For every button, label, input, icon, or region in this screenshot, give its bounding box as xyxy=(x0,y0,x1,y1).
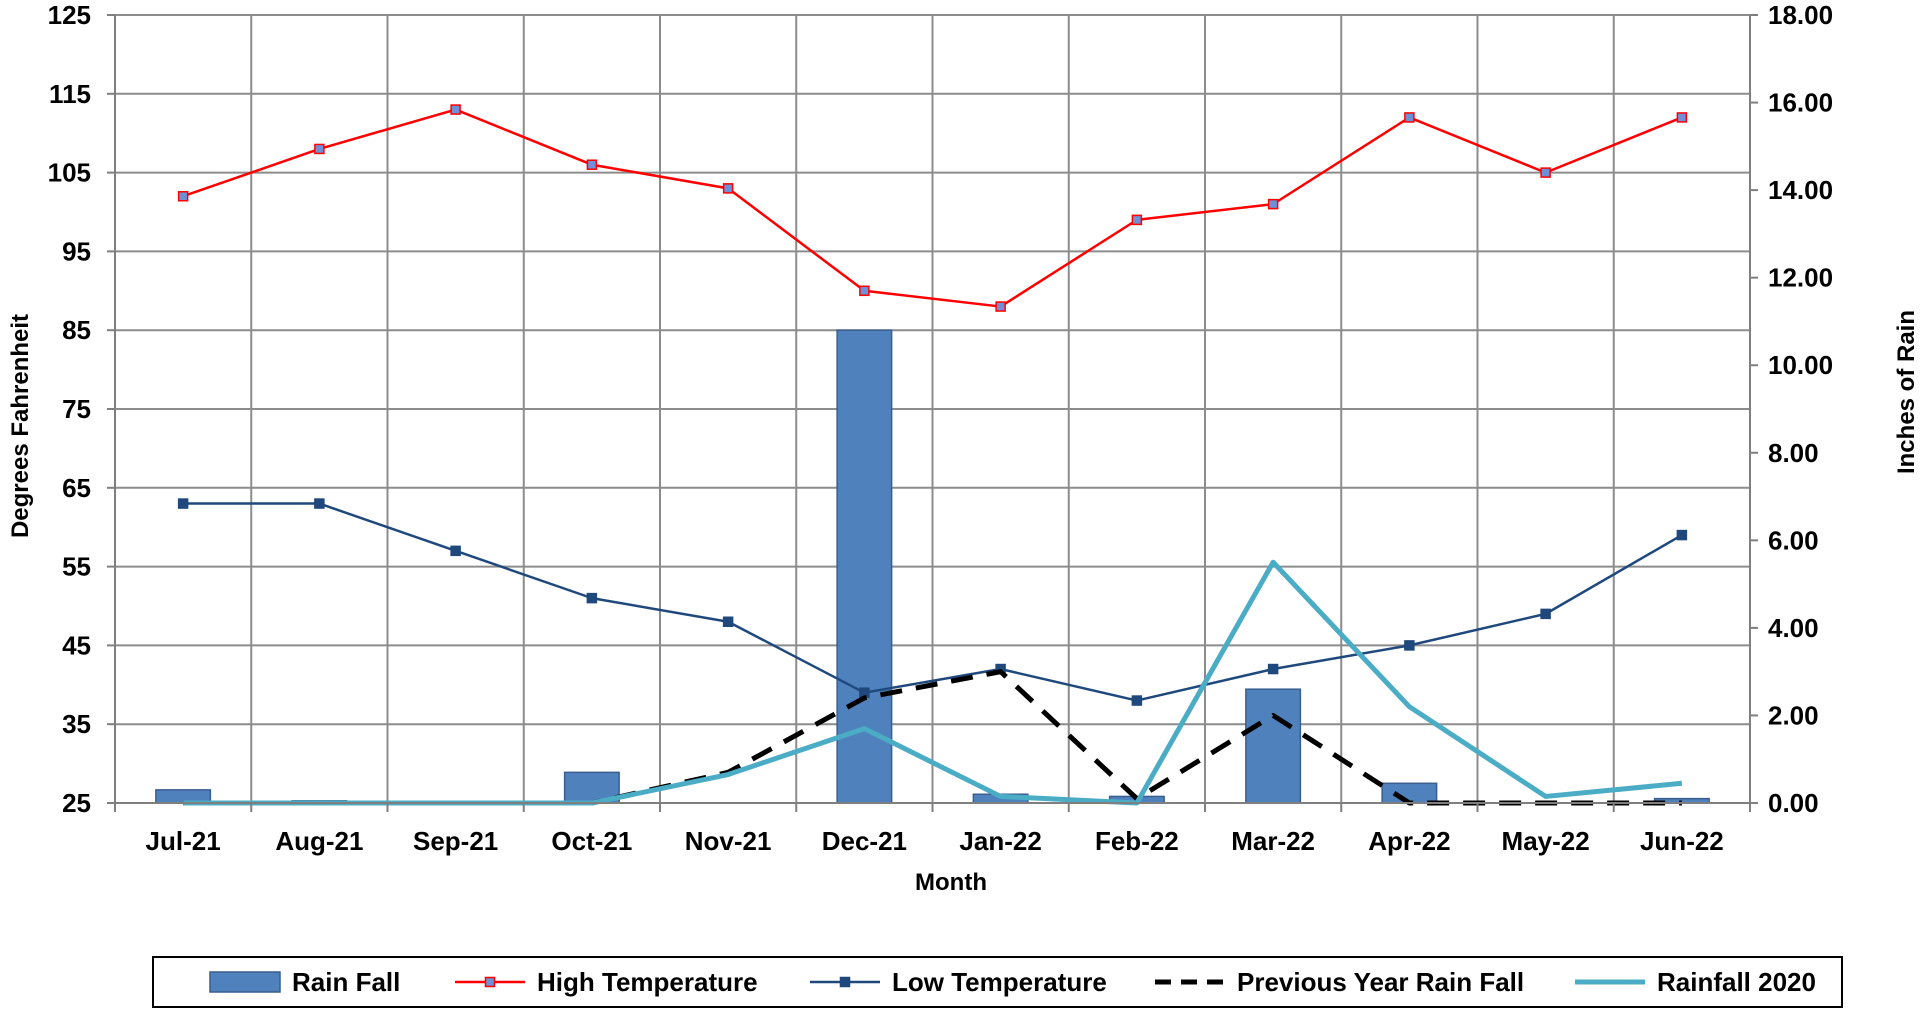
y-tick-label: 75 xyxy=(62,394,91,424)
high-temperature-marker xyxy=(1540,167,1551,178)
legend-label-rain-fall: Rain Fall xyxy=(292,967,400,997)
legend-swatch-rain-fall xyxy=(209,971,281,993)
y-tick-label: 65 xyxy=(62,473,91,503)
y2-tick-label: 14.00 xyxy=(1768,175,1833,205)
legend-label-previous-year-rain-fall: Previous Year Rain Fall xyxy=(1237,967,1524,997)
y2-axis-title: Inches of Rain xyxy=(1893,310,1920,474)
low-temperature-marker xyxy=(177,498,189,509)
high-temperature-marker xyxy=(1267,198,1279,210)
y2-tick-label: 4.00 xyxy=(1768,613,1819,643)
low-temperature-marker xyxy=(1267,663,1279,675)
legend: Rain Fall High Temperature Low Temperature… xyxy=(152,956,1843,1008)
low-temperature-line xyxy=(183,502,1683,702)
y-tick-label: 95 xyxy=(62,236,91,266)
high-temperature-marker xyxy=(586,159,598,170)
y2-tick-label: 0.00 xyxy=(1768,788,1819,818)
high-temperature-line xyxy=(182,108,1683,308)
x-tick-label: Oct-21 xyxy=(551,826,632,856)
y-tick-label: 35 xyxy=(62,709,91,739)
high-temperature-marker xyxy=(995,301,1006,312)
y-tick-label: 85 xyxy=(62,315,91,345)
x-axis-title: Month xyxy=(915,869,987,896)
low-temperature-marker xyxy=(1131,695,1143,706)
high-temperature-marker xyxy=(450,104,461,115)
high-temperature-marker xyxy=(859,285,870,297)
x-tick-label: May-22 xyxy=(1502,826,1590,856)
x-tick-label: Dec-21 xyxy=(822,826,907,856)
low-temperature-marker xyxy=(450,545,461,557)
y2-tick-label: 18.00 xyxy=(1768,0,1833,30)
y2-tick-label: 8.00 xyxy=(1768,438,1819,468)
y-axis-title: Degrees Fahrenheit xyxy=(7,314,34,538)
y2-tick-label: 2.00 xyxy=(1768,700,1819,730)
y-tick-label: 125 xyxy=(48,0,91,30)
y-tick-label: 45 xyxy=(62,630,91,660)
rain-fall-bar xyxy=(1245,688,1302,804)
rain-fall-bar xyxy=(836,329,893,804)
x-tick-label: Nov-21 xyxy=(685,826,772,856)
x-tick-label: Jan-22 xyxy=(959,826,1041,856)
legend-frame xyxy=(152,956,1843,1008)
low-temperature-marker xyxy=(722,616,734,628)
legend-label-high-temperature: High Temperature xyxy=(537,967,758,997)
high-temperature-marker xyxy=(1676,112,1688,123)
x-tick-label: Aug-21 xyxy=(275,826,363,856)
y-tick-label: 115 xyxy=(49,79,91,109)
low-temperature-marker xyxy=(1676,529,1688,541)
low-temperature-marker xyxy=(586,592,598,604)
low-temperature-marker xyxy=(314,498,325,509)
rain-fall-bars xyxy=(155,329,1710,804)
high-temperature-marker xyxy=(1404,112,1415,123)
y-tick-label: 105 xyxy=(48,158,91,188)
high-temperature-marker xyxy=(314,143,325,155)
y2-tick-label: 16.00 xyxy=(1768,88,1833,118)
low-temperature-marker xyxy=(1404,640,1415,651)
x-tick-label: Jun-22 xyxy=(1640,826,1724,856)
axes: 125 115 105 95 85 75 65 55 45 35 25 18.00 16.00 14.00… xyxy=(48,0,1833,856)
x-tick-label: Jul-21 xyxy=(146,826,221,856)
y-tick-label: 25 xyxy=(62,788,91,818)
legend-marker-high-temperature xyxy=(484,976,496,988)
legend-label-low-temperature: Low Temperature xyxy=(892,967,1107,997)
y2-tick-label: 10.00 xyxy=(1768,350,1833,380)
legend-marker-low-temperature xyxy=(839,976,851,988)
y-tick-label: 55 xyxy=(62,552,91,582)
x-tick-label: Apr-22 xyxy=(1368,826,1450,856)
legend-label-rainfall-2020: Rainfall 2020 xyxy=(1657,967,1816,997)
x-tick-label: Mar-22 xyxy=(1231,826,1315,856)
high-temperature-marker xyxy=(722,183,734,194)
low-temperature-marker xyxy=(1540,608,1551,620)
high-temperature-marker xyxy=(177,190,189,202)
high-temperature-marker xyxy=(1131,214,1143,226)
x-tick-label: Feb-22 xyxy=(1095,826,1179,856)
x-tick-label: Sep-21 xyxy=(413,826,498,856)
y2-tick-label: 12.00 xyxy=(1768,263,1833,293)
y2-tick-label: 6.00 xyxy=(1768,525,1819,555)
